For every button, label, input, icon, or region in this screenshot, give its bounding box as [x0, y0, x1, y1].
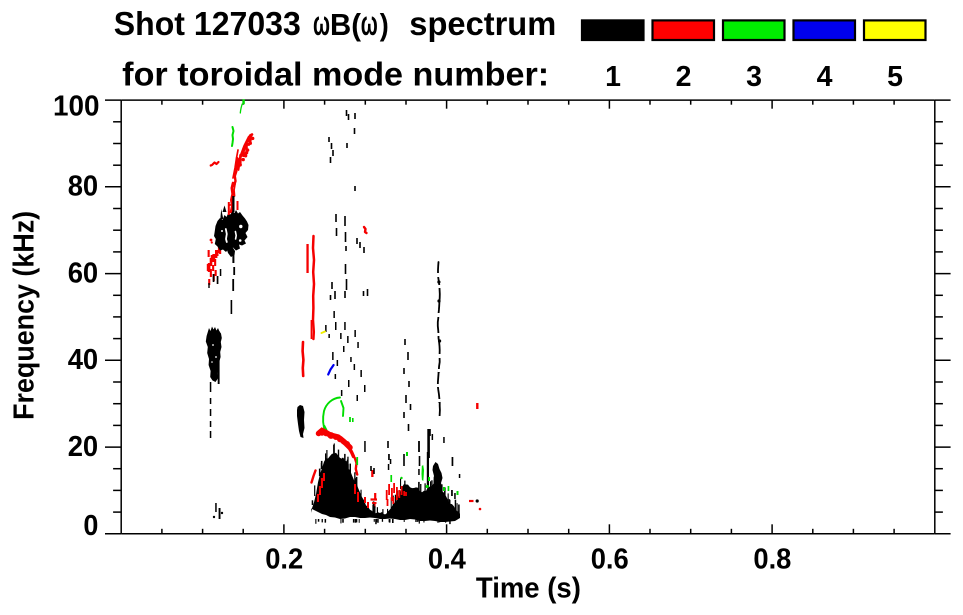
svg-text:4: 4 [817, 61, 833, 93]
svg-text:0.2: 0.2 [265, 544, 303, 576]
svg-text:80: 80 [68, 171, 99, 203]
svg-text:1: 1 [605, 61, 621, 93]
svg-text:0.4: 0.4 [428, 544, 466, 576]
svg-text:Shot 127033: Shot 127033 [114, 5, 301, 42]
svg-text:): ) [380, 7, 389, 42]
svg-text:20: 20 [68, 431, 99, 463]
svg-text:100: 100 [53, 90, 100, 122]
svg-text:for toroidal mode number:: for toroidal mode number: [122, 56, 549, 93]
svg-text:ω: ω [313, 5, 330, 43]
svg-text:0.6: 0.6 [591, 544, 629, 576]
svg-text:5: 5 [887, 61, 903, 93]
svg-text:ω: ω [361, 5, 378, 43]
svg-text:B(: B( [330, 7, 362, 42]
svg-text:Time (s): Time (s) [476, 573, 581, 605]
svg-text:Frequency (kHz): Frequency (kHz) [8, 211, 40, 420]
svg-text:60: 60 [68, 257, 99, 289]
svg-text:2: 2 [676, 61, 692, 93]
svg-text:0.8: 0.8 [753, 544, 791, 576]
svg-text:spectrum: spectrum [409, 5, 556, 42]
svg-text:3: 3 [746, 61, 762, 93]
svg-text:0: 0 [83, 510, 98, 542]
svg-text:40: 40 [68, 344, 99, 376]
